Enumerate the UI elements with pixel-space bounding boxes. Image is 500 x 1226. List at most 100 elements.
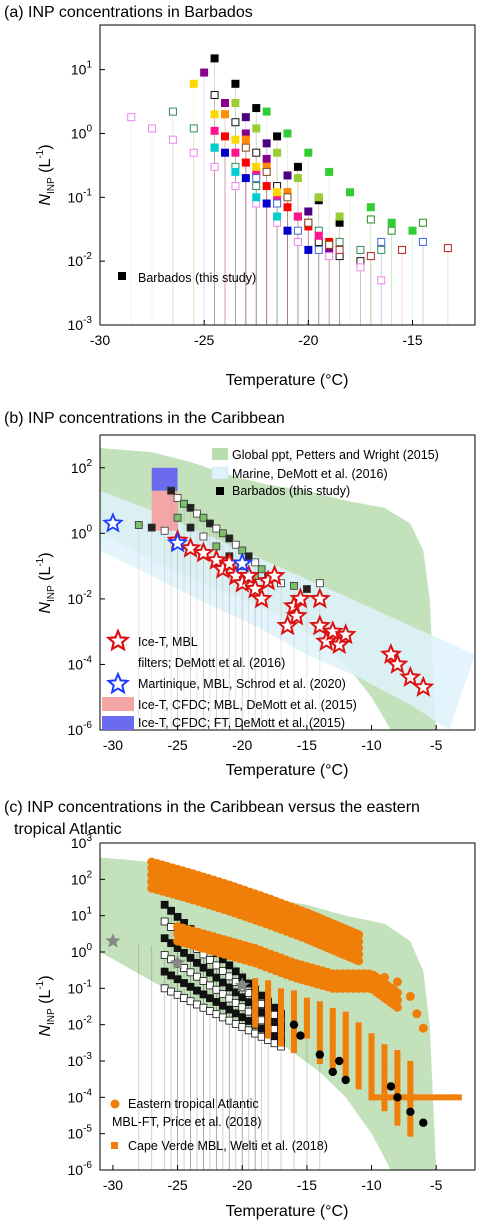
data-point [273, 212, 282, 221]
barbados-point [270, 1010, 279, 1019]
barbados-point [238, 993, 247, 1002]
welti-point [316, 1027, 323, 1034]
barbados-point [244, 1026, 253, 1035]
panel-a-x-label: Temperature (°C) [226, 372, 349, 389]
ice-t-mbl-star [321, 620, 344, 642]
price-point [418, 1023, 428, 1033]
price-point [354, 949, 364, 959]
welti-point [355, 1044, 362, 1051]
welti-point [329, 1042, 336, 1049]
ice-t-mbl-star [285, 604, 308, 626]
y-tick-label: 10-6 [68, 720, 93, 738]
welti-point [329, 1060, 336, 1067]
barbados-point [173, 912, 182, 921]
welti-point [355, 1048, 362, 1055]
welti-point [342, 1015, 349, 1022]
barbados-point [244, 1007, 253, 1016]
data-point [377, 237, 386, 246]
x-tick-label: -15 [402, 332, 422, 348]
welti-point [329, 1034, 336, 1041]
martinique-grey-star [170, 954, 186, 970]
welti-point [342, 1063, 349, 1070]
panel-a-title: (a) INP concentrations in Barbados [4, 4, 253, 21]
data-point [262, 154, 271, 163]
x-tick-label: -15 [297, 737, 317, 753]
martinique-star [231, 552, 254, 573]
panel-b-y-label: NINP (L-1) [35, 552, 57, 613]
ice-t-black-point [289, 1020, 299, 1029]
welti-point [381, 1061, 388, 1068]
welti-point [316, 1031, 323, 1038]
data-point [293, 174, 302, 183]
data-point [325, 252, 334, 261]
data-point [231, 79, 240, 88]
panel-b-plot-area [100, 448, 475, 730]
welti-point [316, 1018, 323, 1025]
data-point [377, 276, 386, 285]
barbados-point [238, 1013, 247, 1022]
barbados-point [244, 1017, 253, 1025]
welti-point [407, 1065, 414, 1072]
panel-c-frame [99, 842, 476, 1171]
ice-t-black-point [393, 1093, 402, 1102]
welti-point [394, 1119, 401, 1126]
barbados-point [270, 1025, 279, 1033]
data-point [231, 182, 240, 191]
barbados-point [231, 1009, 240, 1018]
data-point [210, 91, 219, 100]
barbados-point [173, 975, 182, 984]
barbados-point [199, 532, 208, 541]
welti-point [394, 1084, 401, 1091]
barbados-point [225, 534, 234, 543]
barbados-point [225, 961, 234, 970]
data-point [252, 124, 261, 133]
barbados-point [244, 998, 253, 1007]
barbados-point [186, 503, 195, 512]
welti-point [355, 1026, 362, 1033]
y-tick-label: 102 [71, 869, 93, 887]
price-point [354, 943, 364, 953]
barbados-point [231, 540, 240, 549]
barbados-point [231, 998, 240, 1007]
panel-b: (b) INP concentrations in the Caribbean … [4, 410, 476, 779]
welti-point [381, 1105, 388, 1112]
box-mbl [151, 490, 178, 531]
y-tick-label: 10-2 [68, 1015, 93, 1033]
ice-t-mbl-star [412, 675, 435, 697]
legend-label-ice-t-filters: filters; DeMott et al. (2016) [138, 656, 285, 670]
panel-b-title: (b) INP concentrations in the Caribbean [4, 410, 285, 427]
legend-marker-barbados [118, 272, 126, 280]
welti-point [420, 1094, 427, 1101]
data-point [356, 263, 365, 272]
welti-point [355, 1022, 362, 1029]
barbados-point [173, 494, 182, 502]
welti-point [265, 1010, 272, 1017]
panel-c-legend: Eastern tropical Atlantic MBL-FT, Price … [110, 1097, 328, 1153]
barbados-point [218, 1013, 227, 1022]
welti-point [303, 1023, 310, 1030]
legend-label-barbados-b: Barbados (this study) [232, 484, 350, 498]
welti-point [455, 1094, 462, 1101]
martinique-grey-star [234, 977, 250, 992]
x-tick-label: -10 [361, 737, 381, 753]
y-tick-label: 10-2 [68, 251, 93, 269]
welti-point [407, 1117, 414, 1124]
welti-point [342, 1042, 349, 1049]
data-point [314, 193, 323, 202]
legend-label-marine: Marine, DeMott et al. (2016) [232, 467, 388, 481]
welti-point [368, 1072, 375, 1079]
welti-point [329, 1012, 336, 1019]
x-tick-label: -15 [297, 1177, 317, 1193]
barbados-point [186, 953, 195, 962]
barbados-point [225, 972, 234, 981]
welti-point [303, 1019, 310, 1026]
barbados-point [212, 973, 221, 982]
welti-point [252, 999, 259, 1006]
legend-label-cfdc-mbl: Ice-T, CFDC; MBL, DeMott et al. (2015) [138, 698, 357, 712]
data-point [283, 193, 292, 202]
welti-point [278, 1036, 285, 1043]
welti-point [355, 1065, 362, 1072]
legend-marker-red-star [105, 628, 131, 652]
barbados-point [173, 513, 182, 522]
welti-point [252, 1021, 259, 1028]
